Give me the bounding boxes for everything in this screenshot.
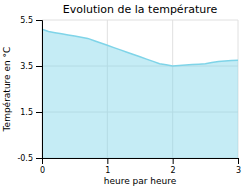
grid xyxy=(42,20,238,158)
tick-label: 2 xyxy=(171,166,176,175)
tick: 0 xyxy=(40,158,45,175)
title: Evolution de la température xyxy=(63,3,218,16)
area xyxy=(42,29,238,158)
tick-label: -0.5 xyxy=(17,154,33,163)
x-axis-title: heure par heure xyxy=(104,176,177,186)
tick-mark xyxy=(173,158,174,164)
plot: 0 1 2 3 -0.5 1.5 3.5 5.5 xyxy=(17,16,241,175)
y-axis: -0.5 1.5 3.5 5.5 xyxy=(17,16,42,163)
tick: 1.5 xyxy=(20,108,42,117)
series xyxy=(42,29,238,158)
tick: -0.5 xyxy=(17,154,42,163)
tick-mark xyxy=(36,112,42,113)
tick-mark xyxy=(36,66,42,67)
tick: 3.5 xyxy=(20,62,42,71)
tick-label: 3 xyxy=(236,166,241,175)
axis-line xyxy=(36,21,43,159)
tick: 2 xyxy=(171,158,176,175)
tick: 1 xyxy=(105,158,110,175)
tick-mark xyxy=(36,158,42,159)
tick-mark xyxy=(107,158,108,164)
tick-label: 1 xyxy=(105,166,110,175)
tick-label: 3.5 xyxy=(20,62,33,71)
chart: 0 1 2 3 -0.5 1.5 3.5 5.5 Evolution de la tempéra… xyxy=(0,0,250,188)
tick: 3 xyxy=(236,158,241,175)
tick-label: 1.5 xyxy=(20,108,33,117)
tick-mark xyxy=(36,20,42,21)
tick: 5.5 xyxy=(20,16,42,25)
grid-line xyxy=(42,20,238,21)
tick-label: 5.5 xyxy=(20,16,33,25)
y-axis-title: Température en °C xyxy=(2,47,12,133)
tick-mark xyxy=(238,158,239,164)
tick-label: 0 xyxy=(40,166,45,175)
line xyxy=(42,29,238,66)
x-axis: 0 1 2 3 xyxy=(40,158,241,175)
axis-line xyxy=(43,159,239,165)
